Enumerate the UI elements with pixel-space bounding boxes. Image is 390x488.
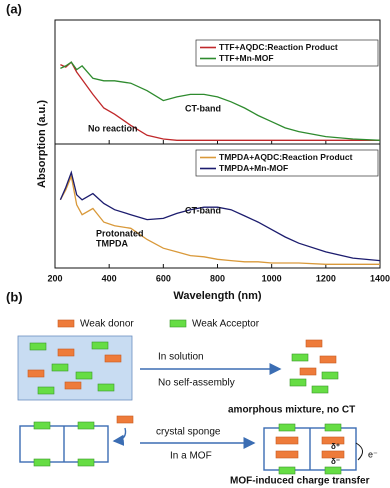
acceptor <box>33 421 51 430</box>
donor <box>299 367 317 376</box>
acceptor <box>278 466 296 475</box>
annotation: CT-band <box>185 103 221 113</box>
annotation: CT-band <box>185 205 221 215</box>
charge-label: δ⁻ <box>331 457 340 466</box>
legend-label: Weak donor <box>80 319 134 330</box>
charge-label: δ⁺ <box>331 442 340 451</box>
acceptor <box>324 466 342 475</box>
donor-icon <box>57 319 75 328</box>
panel-label: (b) <box>6 289 23 304</box>
curved-arrow <box>112 427 127 446</box>
annotation: No reaction <box>88 123 138 133</box>
donor <box>321 436 345 445</box>
x-tick-label: 1400 <box>370 273 390 283</box>
legend-label: TTF+AQDC:Reaction Product <box>219 42 338 52</box>
acceptor <box>321 371 339 380</box>
x-axis-label: Wavelength (nm) <box>173 290 262 302</box>
x-tick-label: 1000 <box>262 273 282 283</box>
acceptor <box>324 423 342 432</box>
donor <box>275 436 299 445</box>
donor <box>64 381 82 390</box>
legend-box <box>195 39 379 67</box>
legend-box <box>195 149 379 177</box>
annotation: TMPDA <box>96 238 128 248</box>
acceptor <box>77 458 95 467</box>
acceptor <box>91 341 109 350</box>
series-line <box>59 173 380 265</box>
x-tick-label: 400 <box>102 273 117 283</box>
step-label: No self-assembly <box>158 378 235 389</box>
step-label: In a MOF <box>170 451 212 462</box>
acceptor <box>97 383 115 392</box>
x-tick-label: 600 <box>156 273 171 283</box>
donor <box>104 354 122 363</box>
x-tick-label: 200 <box>47 273 62 283</box>
donor <box>116 415 134 424</box>
result-label: MOF-induced charge transfer <box>230 476 370 487</box>
acceptor-icon <box>169 319 187 328</box>
legend-label: TMPDA+AQDC:Reaction Product <box>219 152 353 162</box>
donor <box>321 450 345 459</box>
legend-label: Weak Acceptor <box>192 319 260 330</box>
acceptor <box>75 371 93 380</box>
series-line <box>59 170 381 262</box>
acceptor <box>311 385 329 394</box>
result-label: amorphous mixture, no CT <box>228 405 355 416</box>
series-line <box>60 61 381 141</box>
diagram: Weak donor Weak Acceptor In solution No … <box>17 319 378 487</box>
panel-label: (a) <box>6 1 22 16</box>
x-tick-label: 800 <box>210 273 225 283</box>
donor <box>305 339 323 348</box>
electron-label: e⁻ <box>368 449 378 459</box>
acceptor <box>291 353 309 362</box>
legend-label: TTF+Mn-MOF <box>219 53 274 63</box>
donor <box>319 355 337 364</box>
x-tick-label: 1200 <box>316 273 336 283</box>
step-label: crystal sponge <box>156 427 221 438</box>
annotation: Protonated <box>96 228 144 238</box>
donor <box>275 450 299 459</box>
acceptor <box>29 342 47 351</box>
transfer-arrow <box>355 442 363 461</box>
donor <box>27 369 45 378</box>
acceptor <box>77 421 95 430</box>
y-axis-label: Absorption (a.u.) <box>36 100 48 188</box>
acceptor <box>37 386 55 395</box>
acceptor <box>278 423 296 432</box>
legend-label: TMPDA+Mn-MOF <box>219 163 288 173</box>
acceptor <box>289 378 307 387</box>
series-line <box>60 61 380 141</box>
acceptor <box>33 458 51 467</box>
acceptor <box>51 363 69 372</box>
step-label: In solution <box>158 352 204 363</box>
donor <box>57 348 75 357</box>
